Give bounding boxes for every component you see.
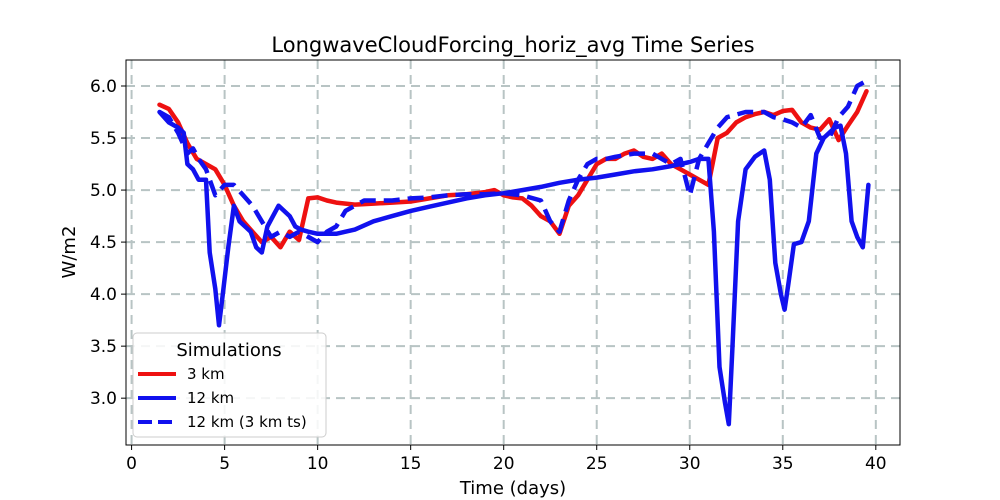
legend-label-12km: 12 km: [187, 389, 234, 407]
series-line-12-km-3-km-ts: [158, 78, 868, 245]
x-axis-label: Time (days): [459, 478, 566, 499]
y-tick-label: 5.0: [90, 181, 117, 201]
series-line-12-km: [157, 109, 871, 427]
x-tick-label: 0: [126, 454, 137, 474]
x-tick-label: 35: [772, 454, 794, 474]
y-axis-ticks: 3.0 3.5 4.0 4.5 5.0 5.5 6.0: [90, 77, 126, 409]
y-tick-label: 3.5: [90, 337, 117, 357]
x-tick-label: 10: [307, 454, 329, 474]
y-tick-label: 6.0: [90, 77, 117, 97]
x-axis-ticks: 0 5 10 15 20 25 30 35 40: [126, 445, 887, 474]
legend-label-3km: 3 km: [187, 365, 225, 383]
plot-frame: [125, 59, 901, 446]
y-tick-label: 4.5: [90, 233, 117, 253]
x-tick-label: 40: [865, 454, 887, 474]
y-tick-label: 5.5: [90, 129, 117, 149]
series-group: [157, 78, 871, 427]
legend-box: [132, 332, 327, 438]
legend-label-12km-3km-ts: 12 km (3 km ts): [187, 413, 307, 431]
y-tick-label: 4.0: [90, 285, 117, 305]
x-tick-label: 5: [219, 454, 230, 474]
legend-title: Simulations: [176, 340, 281, 361]
x-tick-label: 15: [400, 454, 422, 474]
y-axis-label: W/m2: [59, 226, 80, 279]
y-tick-label: 3.0: [90, 389, 117, 409]
x-tick-label: 20: [493, 454, 515, 474]
x-tick-label: 30: [679, 454, 701, 474]
x-tick-label: 25: [586, 454, 608, 474]
chart-title: LongwaveCloudForcing_horiz_avg Time Seri…: [271, 33, 754, 58]
legend: Simulations 3 km 12 km 12 km (3 km ts): [132, 332, 327, 438]
